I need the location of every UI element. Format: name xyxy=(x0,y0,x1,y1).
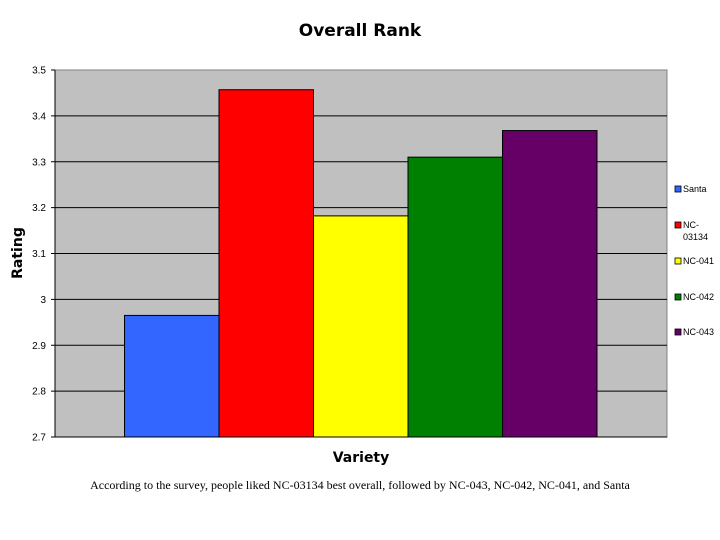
legend-entry-nc-042: NC-042 xyxy=(674,292,714,302)
bar-santa xyxy=(124,314,220,438)
legend-entry-nc-041: NC-041 xyxy=(674,256,714,266)
y-tick-label: 2.7 xyxy=(32,433,46,444)
y-tick-label: 2.9 xyxy=(32,341,46,352)
y-tick-label: 3.4 xyxy=(32,111,46,122)
x-axis-title: Variety xyxy=(333,450,390,466)
legend-entry-nc-043: NC-043 xyxy=(674,327,714,337)
y-axis-title: Rating xyxy=(10,227,26,279)
legend-entry-nc-03134: NC-03134 xyxy=(674,220,708,242)
y-axis-ticks: 2.7 2.8 2.9 3 3.1 3.2 3.3 3.4 3.5 xyxy=(32,66,55,444)
bar-nc-041 xyxy=(313,215,409,438)
bar-nc-043 xyxy=(502,130,598,438)
bar-nc-03134 xyxy=(218,89,314,438)
legend-swatch xyxy=(674,328,682,336)
legend-swatch xyxy=(674,221,682,229)
y-tick-label: 2.8 xyxy=(32,387,46,398)
chart-title: Overall Rank xyxy=(299,21,422,41)
legend-swatch xyxy=(674,293,682,301)
legend-label: Santa xyxy=(683,184,707,194)
legend-label: NC-042 xyxy=(683,292,714,302)
legend-label: NC-03134 xyxy=(683,220,708,242)
legend-swatch xyxy=(674,185,682,193)
y-tick-label: 3.5 xyxy=(32,66,46,77)
y-tick-label: 3 xyxy=(40,295,46,306)
y-tick-label: 3.1 xyxy=(32,249,46,260)
y-tick-label: 3.3 xyxy=(32,157,46,168)
legend-label: NC-043 xyxy=(683,327,714,337)
legend: Santa NC-03134 NC-041 NC-042 NC-043 xyxy=(674,184,714,337)
legend-entry-santa: Santa xyxy=(674,184,707,194)
y-tick-label: 3.2 xyxy=(32,203,46,214)
bar-nc-042 xyxy=(407,156,503,438)
legend-swatch xyxy=(674,257,682,265)
legend-label: NC-041 xyxy=(683,256,714,266)
caption: According to the survey, people liked NC… xyxy=(90,478,630,492)
bars xyxy=(124,89,598,438)
